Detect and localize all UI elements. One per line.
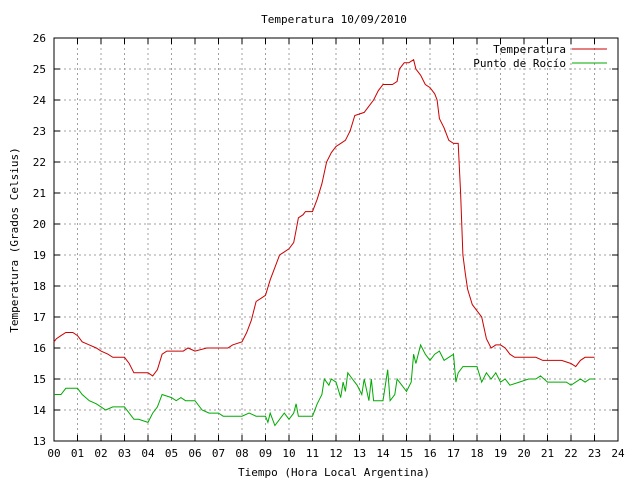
x-tick-label: 02 — [94, 447, 107, 460]
grid-lines — [54, 38, 618, 441]
x-tick-label: 03 — [118, 447, 131, 460]
x-tick-label: 21 — [541, 447, 554, 460]
y-tick-label: 25 — [33, 63, 46, 76]
x-tick-label: 01 — [71, 447, 84, 460]
y-tick-label: 24 — [33, 94, 47, 107]
y-tick-label: 21 — [33, 187, 46, 200]
chart-title: Temperatura 10/09/2010 — [261, 13, 407, 26]
x-tick-label: 18 — [470, 447, 483, 460]
legend-label: Punto de Rocío — [473, 57, 566, 70]
y-tick-label: 26 — [33, 32, 46, 45]
x-tick-label: 11 — [306, 447, 319, 460]
x-tick-label: 07 — [212, 447, 225, 460]
axes: 00 01 02 03 04 05 06 07 08 09 10 11 12 13 14 15 16 17 18 19… — [33, 32, 625, 460]
series-line-temperatura — [53, 58, 595, 377]
x-tick-label: 12 — [329, 447, 342, 460]
x-tick-label: 09 — [259, 447, 272, 460]
x-tick-label: 24 — [611, 447, 625, 460]
x-tick-label: 05 — [165, 447, 178, 460]
y-tick-label: 23 — [33, 125, 46, 138]
x-tick-label: 17 — [447, 447, 460, 460]
x-tick-label: 04 — [141, 447, 155, 460]
x-tick-label: 08 — [235, 447, 248, 460]
x-tick-label: 16 — [423, 447, 436, 460]
legend-label: Temperatura — [493, 43, 566, 56]
y-tick-label: 13 — [33, 435, 46, 448]
series-line-punto-de-rocio — [54, 343, 595, 427]
series-lines — [53, 58, 595, 427]
x-tick-label: 14 — [376, 447, 390, 460]
y-tick-label: 18 — [33, 280, 46, 293]
plot-frame — [53, 37, 619, 442]
y-tick-label: 14 — [33, 404, 47, 417]
y-tick-label: 20 — [33, 218, 46, 231]
x-tick-label: 23 — [588, 447, 601, 460]
x-tick-label: 06 — [188, 447, 201, 460]
x-tick-label: 20 — [517, 447, 530, 460]
x-tick-label: 13 — [353, 447, 366, 460]
y-tick-label: 22 — [33, 156, 46, 169]
x-tick-label: 10 — [282, 447, 295, 460]
y-tick-label: 16 — [33, 342, 46, 355]
x-tick-label: 19 — [494, 447, 507, 460]
x-tick-label: 22 — [564, 447, 577, 460]
x-tick-label: 00 — [47, 447, 60, 460]
y-tick-label: 19 — [33, 249, 46, 262]
x-axis-label: Tiempo (Hora Local Argentina) — [238, 466, 430, 479]
x-tick-label: 15 — [400, 447, 413, 460]
y-tick-label: 15 — [33, 373, 46, 386]
y-tick-label: 17 — [33, 311, 46, 324]
y-axis-label: Temperatura (Grados Celsius) — [8, 147, 21, 332]
